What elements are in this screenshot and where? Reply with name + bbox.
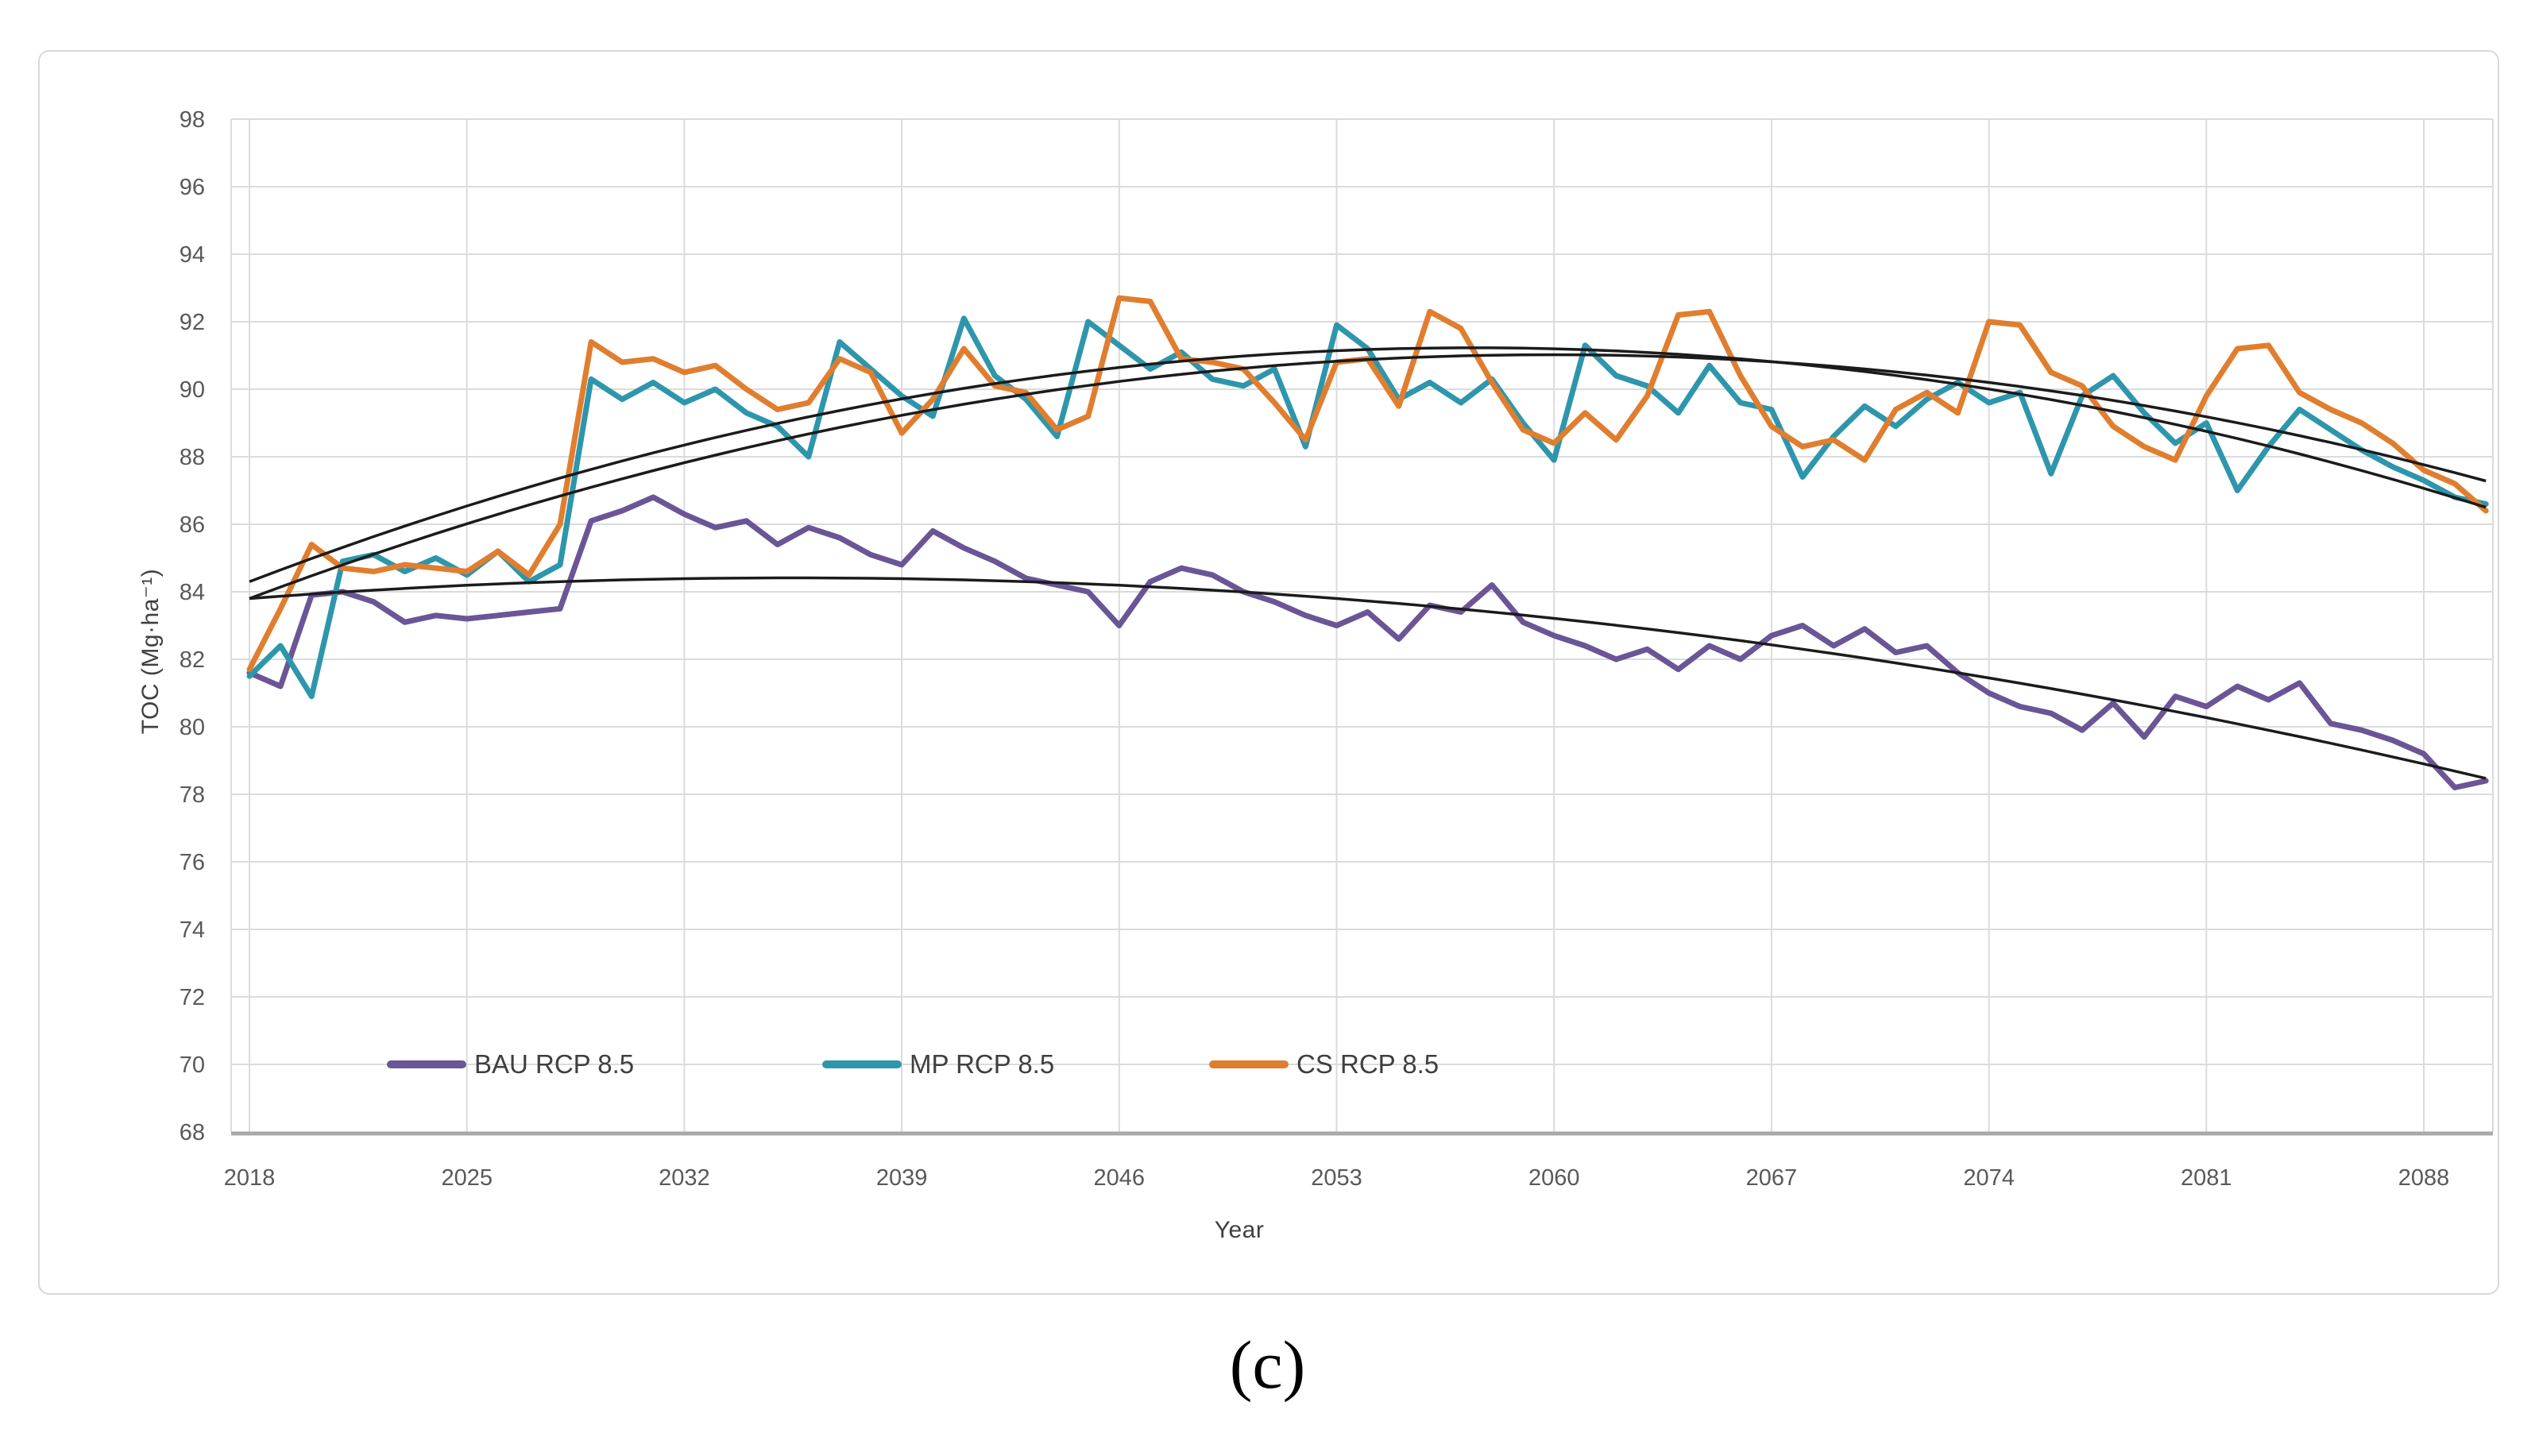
y-tick-label: 76: [180, 850, 205, 875]
legend-item-mp: MP RCP 8.5: [822, 1049, 1055, 1079]
y-tick-label: 74: [180, 917, 205, 943]
x-tick-label: 2025: [441, 1165, 493, 1191]
x-tick-label: 2046: [1094, 1165, 1146, 1191]
y-tick-label: 88: [180, 445, 205, 470]
y-tick-label: 94: [180, 242, 205, 268]
y-tick-label: 86: [180, 512, 205, 538]
x-tick-label: 2081: [2181, 1165, 2232, 1191]
y-tick-label: 92: [180, 310, 205, 335]
y-tick-label: 72: [180, 985, 205, 1010]
x-tick-label: 2032: [659, 1165, 710, 1191]
y-tick-label: 68: [180, 1120, 205, 1145]
figure-caption: (c): [1229, 1327, 1306, 1403]
x-tick-label: 2067: [1746, 1165, 1798, 1191]
x-tick-label: 2088: [2398, 1165, 2450, 1191]
trendline-mp-rcp-8-5: [249, 353, 2487, 601]
y-tick-label: 84: [180, 580, 205, 605]
y-tick-label: 96: [180, 175, 205, 200]
series-line-bau-rcp-8-5: [246, 494, 2489, 790]
legend-swatch-bau-icon: [387, 1060, 466, 1068]
y-tick-label: 90: [180, 377, 205, 403]
y-tick-label: 82: [180, 647, 205, 673]
chart-frame: [38, 50, 2499, 1295]
y-tick-label: 80: [180, 715, 205, 740]
x-tick-label: 2060: [1528, 1165, 1580, 1191]
y-axis-title: TOC (Mg·ha⁻¹): [137, 568, 164, 735]
legend-swatch-cs-icon: [1209, 1060, 1289, 1068]
trendline-bau-rcp-8-5: [249, 576, 2487, 780]
legend-label-mp: MP RCP 8.5: [910, 1049, 1055, 1079]
legend-label-bau: BAU RCP 8.5: [474, 1049, 635, 1079]
legend-item-bau: BAU RCP 8.5: [387, 1049, 635, 1079]
y-tick-label: 70: [180, 1052, 205, 1078]
y-tick-label: 78: [180, 782, 205, 808]
trendline-cs-rcp-8-5: [249, 346, 2487, 583]
x-tick-label: 2074: [1963, 1165, 2015, 1191]
x-axis-title: Year: [1214, 1217, 1265, 1243]
x-tick-label: 2018: [224, 1165, 276, 1191]
legend-label-cs: CS RCP 8.5: [1296, 1049, 1439, 1079]
legend-item-cs: CS RCP 8.5: [1209, 1049, 1439, 1079]
legend-swatch-mp-icon: [822, 1060, 902, 1068]
x-tick-label: 2053: [1311, 1165, 1362, 1191]
y-tick-label: 98: [180, 107, 205, 133]
x-tick-label: 2039: [876, 1165, 928, 1191]
